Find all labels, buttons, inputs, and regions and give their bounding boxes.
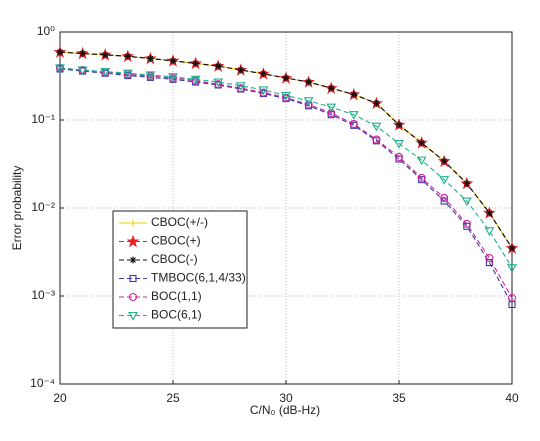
marker [439,176,450,185]
marker [327,84,335,92]
marker [100,68,111,77]
marker [416,156,427,166]
legend-marker [126,234,140,248]
y-tick-label: 10⁻² [31,200,55,214]
marker [303,97,314,106]
legend-label: CBOC(+) [151,234,201,248]
marker [372,135,381,144]
marker [395,121,403,129]
marker [168,73,178,82]
marker [371,122,382,132]
marker [281,93,291,102]
legend-label: CBOC(+/-) [151,215,208,229]
marker [507,264,517,273]
marker [282,74,290,82]
marker [258,86,269,95]
marker [372,99,380,107]
marker [326,103,337,113]
legend-box [112,210,248,329]
marker [214,62,222,70]
x-tick-label: 40 [505,391,519,405]
marker [440,193,449,203]
marker [484,227,495,236]
marker [259,70,267,78]
plot-frame [59,31,513,385]
marker [190,75,201,85]
y-tick-label: 10⁻³ [31,288,55,302]
marker [463,179,471,187]
y-tick-label: 10⁻⁴ [30,376,55,390]
marker [281,91,291,101]
marker [440,157,448,165]
legend-label: BOC(1,1) [151,289,202,303]
legend-marker [129,256,137,264]
y-axis-label: Error probability [10,166,24,251]
series-line [59,67,513,268]
series-line [59,67,513,299]
x-tick-label: 20 [53,391,67,405]
marker [235,82,246,91]
legend-marker [128,292,138,302]
marker [417,173,426,182]
marker [394,152,404,162]
x-tick-label: 30 [279,391,293,405]
marker [349,119,358,129]
marker [79,49,87,57]
marker [418,139,426,147]
legend-marker [128,311,138,321]
x-tick-label: 35 [392,391,406,405]
legend-label: BOC(6,1) [151,308,202,322]
marker [236,84,245,93]
marker [485,253,494,263]
marker [508,244,516,252]
marker [507,293,517,303]
legend-marker [129,274,137,283]
legend-label: CBOC(-) [151,252,198,266]
x-tick-label: 25 [166,391,180,405]
x-axis-label: C/N₀ (dB-Hz) [250,403,320,417]
marker [145,71,156,81]
marker [101,51,109,59]
marker [237,66,245,74]
marker [213,78,224,88]
y-tick-label: 10⁻¹ [31,112,55,126]
y-tick-label: 10⁰ [37,24,55,38]
marker [462,219,471,228]
marker [461,197,472,207]
marker [394,139,404,149]
marker [122,69,133,79]
legend-label: TMBOC(6,1,4/33) [151,271,246,285]
marker [56,48,64,56]
marker [124,52,132,60]
legend-marker [129,219,137,227]
marker [55,64,65,74]
marker [214,80,223,89]
marker [350,90,358,98]
marker [348,111,359,120]
marker [169,57,177,65]
marker [146,54,154,62]
marker [259,88,268,97]
marker [485,209,493,217]
marker [305,78,313,86]
marker [192,59,200,67]
marker [327,108,336,118]
marker [77,66,88,76]
